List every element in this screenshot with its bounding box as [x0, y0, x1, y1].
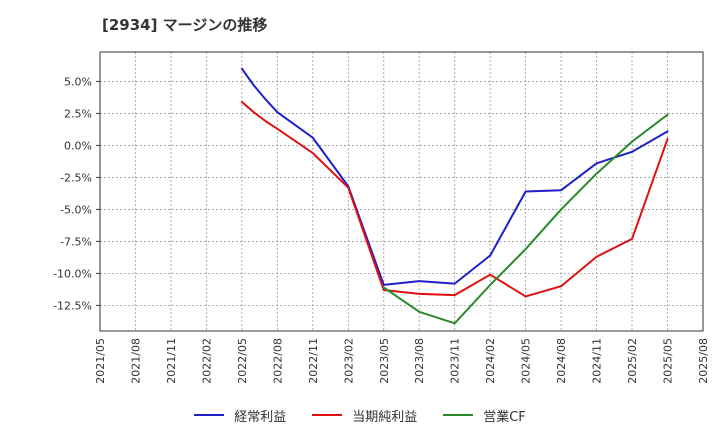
y-tick-label-1: 2.5% — [64, 107, 92, 120]
x-tick-label-14: 2024/11 — [591, 338, 604, 384]
series-lines — [240, 67, 669, 325]
legend-swatch-series-2 — [443, 414, 474, 416]
x-tick-label-12: 2024/05 — [520, 338, 533, 384]
y-tick-label-6: -10.0% — [53, 267, 92, 280]
x-tick-label-10: 2023/11 — [449, 338, 462, 384]
legend-label-series-2: 営業CF — [483, 409, 526, 425]
x-tick-label-13: 2024/08 — [555, 338, 568, 384]
x-tick-label-9: 2023/08 — [413, 338, 426, 384]
y-tick-label-0: 5.0% — [64, 75, 92, 88]
x-tick-label-3: 2022/02 — [200, 338, 213, 384]
legend-item-series-1: 当期純利益 — [312, 406, 417, 425]
axes — [96, 51, 704, 332]
series-line-1 — [240, 100, 669, 298]
x-tick-label-2: 2021/11 — [165, 338, 178, 384]
y-tick-label-2: 0.0% — [64, 139, 92, 152]
legend: 経常利益 当期純利益 営業CF — [0, 402, 720, 428]
x-tick-label-17: 2025/08 — [697, 338, 710, 384]
tick-labels: 2021/05 2021/08 2021/11 2022/02 2022/05 2022/… — [53, 75, 710, 383]
y-tick-label-4: -5.0% — [60, 203, 92, 216]
legend-swatch-series-1 — [312, 414, 343, 416]
chart-title: [2934] マージンの推移 — [102, 16, 268, 34]
x-tick-label-8: 2023/05 — [378, 338, 391, 384]
grid-lines — [99, 52, 704, 331]
x-tick-label-11: 2024/02 — [484, 338, 497, 384]
series-line-2 — [382, 113, 669, 325]
x-tick-label-1: 2021/08 — [129, 338, 142, 384]
legend-label-series-1: 当期純利益 — [352, 409, 418, 425]
x-tick-label-7: 2023/02 — [342, 338, 355, 384]
legend-item-series-2: 営業CF — [443, 406, 526, 425]
x-tick-label-16: 2025/05 — [662, 338, 675, 384]
y-tick-label-3: -2.5% — [60, 171, 92, 184]
y-tick-label-5: -7.5% — [60, 235, 92, 248]
legend-label-series-0: 経常利益 — [234, 409, 287, 425]
x-tick-label-5: 2022/08 — [271, 338, 284, 384]
plot-frame — [99, 51, 704, 332]
series-line-0 — [240, 67, 669, 286]
x-tick-label-6: 2022/11 — [307, 338, 320, 384]
x-tick-label-15: 2025/02 — [626, 338, 639, 384]
x-tick-label-0: 2021/05 — [94, 338, 107, 384]
x-tick-label-4: 2022/05 — [236, 338, 249, 384]
y-tick-label-7: -12.5% — [53, 299, 92, 312]
legend-item-series-0: 経常利益 — [194, 406, 286, 425]
legend-swatch-series-0 — [194, 414, 225, 416]
